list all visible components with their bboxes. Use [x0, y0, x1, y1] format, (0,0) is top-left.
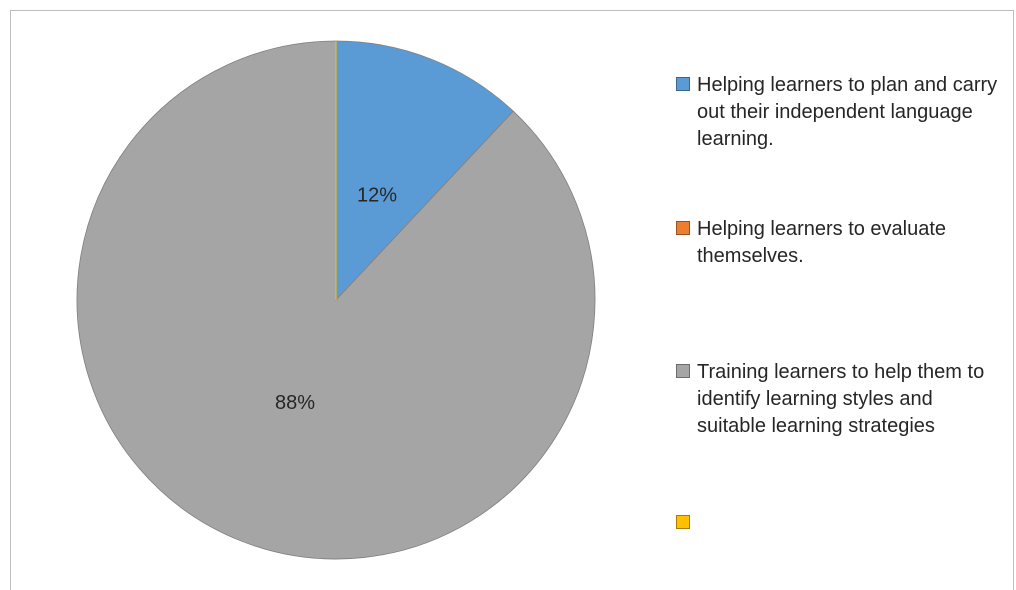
legend-swatch [676, 221, 690, 235]
slice-value-label: 88% [275, 392, 315, 414]
legend-swatch [676, 77, 690, 91]
slice-value-label: 12% [357, 185, 397, 207]
legend-label: Helping learners to evaluate themselves. [697, 218, 947, 267]
legend-label: Helping learners to plan and carry out t… [697, 74, 998, 150]
pie-slice [335, 40, 514, 302]
legend-swatch [676, 515, 690, 529]
legend-swatch [676, 364, 690, 378]
legend-label: Training learners to help them to identi… [697, 361, 985, 437]
